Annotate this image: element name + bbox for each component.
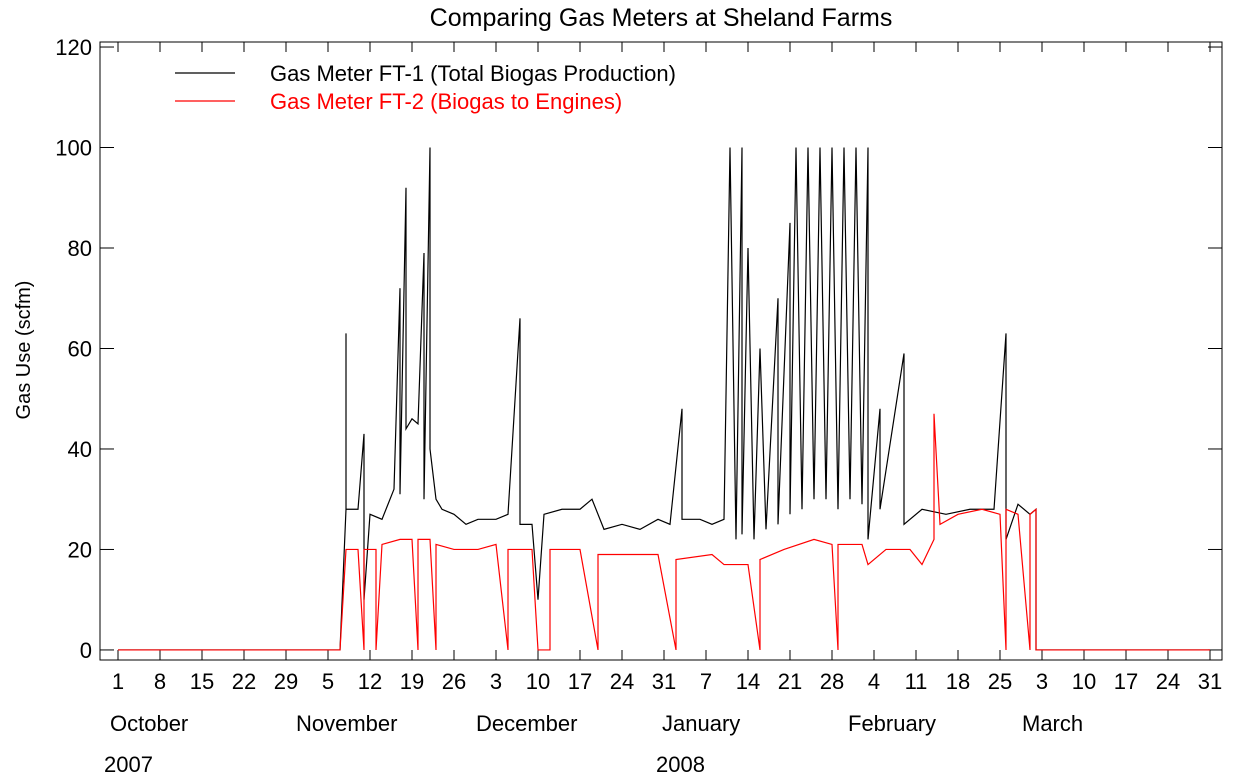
x-tick-label: 12 (358, 669, 382, 694)
x-tick-label: 24 (610, 669, 634, 694)
x-tick-label: 8 (154, 669, 166, 694)
x-tick-label: 18 (946, 669, 970, 694)
x-tick-label: 5 (322, 669, 334, 694)
x-tick-label: 24 (1156, 669, 1180, 694)
series-line (118, 147, 1210, 651)
x-tick-label: 22 (232, 669, 256, 694)
y-tick-label: 0 (80, 638, 92, 663)
y-tick-label: 120 (55, 35, 92, 60)
x-tick-label: 1 (112, 669, 124, 694)
x-tick-label: 31 (1198, 669, 1222, 694)
y-tick-label: 60 (68, 336, 92, 361)
year-label: 2008 (656, 752, 705, 777)
x-tick-label: 7 (700, 669, 712, 694)
plot-frame (99, 41, 1223, 661)
x-tick-label: 3 (490, 669, 502, 694)
y-axis-label: Gas Use (scfm) (13, 281, 35, 420)
x-tick-label: 21 (778, 669, 802, 694)
x-tick-label: 15 (190, 669, 214, 694)
x-tick-label: 3 (1036, 669, 1048, 694)
x-tick-label: 10 (526, 669, 550, 694)
month-label: October (110, 711, 188, 736)
x-tick-label: 25 (988, 669, 1012, 694)
month-label: January (662, 711, 740, 736)
series-line (118, 413, 1210, 651)
month-label: March (1022, 711, 1083, 736)
month-label: November (296, 711, 397, 736)
x-tick-label: 4 (868, 669, 880, 694)
month-label: December (476, 711, 577, 736)
year-label: 2007 (104, 752, 153, 777)
x-tick-label: 11 (905, 669, 928, 694)
x-tick-label: 29 (274, 669, 298, 694)
x-tick-label: 17 (1114, 669, 1138, 694)
legend-label: Gas Meter FT-1 (Total Biogas Production) (270, 61, 676, 86)
y-tick-label: 40 (68, 437, 92, 462)
x-tick-label: 17 (568, 669, 592, 694)
x-tick-label: 14 (736, 669, 760, 694)
y-tick-label: 80 (68, 236, 92, 261)
month-label: February (848, 711, 936, 736)
x-tick-label: 28 (820, 669, 844, 694)
x-tick-label: 10 (1072, 669, 1096, 694)
chart-title: Comparing Gas Meters at Sheland Farms (430, 4, 893, 32)
legend-label: Gas Meter FT-2 (Biogas to Engines) (270, 89, 622, 114)
x-tick-label: 26 (442, 669, 466, 694)
x-tick-label: 19 (400, 669, 424, 694)
y-tick-label: 20 (68, 537, 92, 562)
y-tick-label: 100 (55, 136, 92, 161)
x-tick-label: 31 (652, 669, 676, 694)
